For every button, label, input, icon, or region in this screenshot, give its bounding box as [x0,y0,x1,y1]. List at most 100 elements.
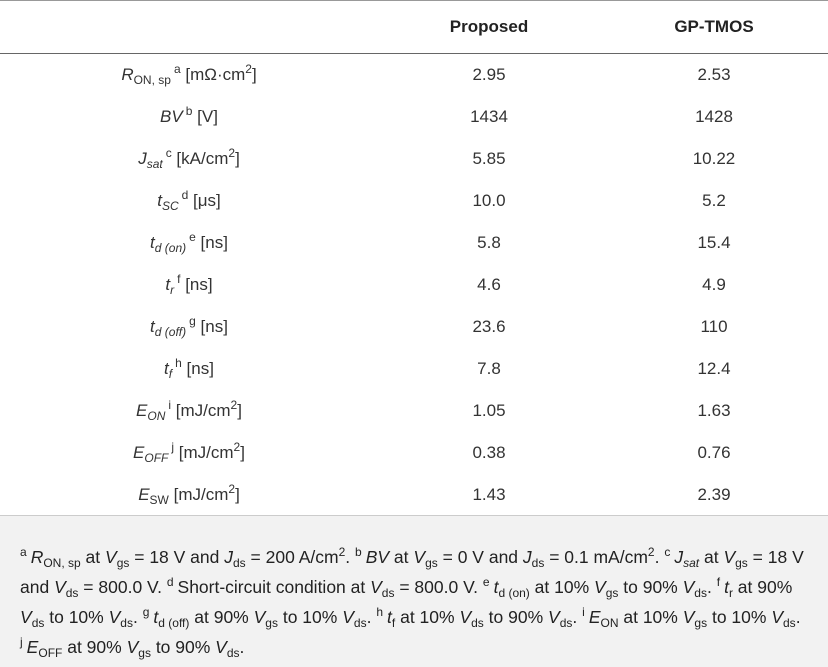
cell: 1.63 [697,401,731,420]
text: [mΩ·cm [180,65,246,84]
header-cell: GP-TMOS [600,1,828,54]
subscript: ON [147,409,166,423]
symbol: V [253,607,266,627]
subscript: gs [138,646,151,660]
text: . [572,607,583,627]
cell: 10.0 [472,191,506,210]
text: = 0 V and [437,547,523,567]
text: = 800.0 V. [394,577,483,597]
table-row: tSCd [μs] 10.0 5.2 [0,180,828,222]
subscript: ds [559,616,573,630]
symbol: E [26,637,39,657]
subscript: ds [233,556,246,570]
subscript: gs [116,556,130,570]
symbol: E [133,443,145,462]
subscript: ds [694,586,707,600]
symbol: t [150,233,155,252]
note-mark: j [20,635,23,649]
symbol: V [548,607,560,627]
note-mark: h [175,356,182,370]
symbol: BV [160,107,183,126]
subscript: r [170,283,175,297]
subscript: ds [531,556,545,570]
exponent: 2 [230,398,238,412]
text: [mJ/cm [168,485,229,504]
text: ] [235,485,240,504]
symbol: V [20,607,32,627]
row-label: Jsatc [kA/cm2] [0,138,378,180]
text: at 10% [529,577,595,597]
row-label: trf [ns] [0,264,378,306]
note-mark: b [185,104,193,118]
table-row: Jsatc [kA/cm2] 5.85 10.22 [0,138,828,180]
table-row: tfh [ns] 7.8 12.4 [0,348,828,390]
symbol: V [594,577,606,597]
symbol: V [342,607,354,627]
subscript: ON [600,616,619,630]
table-row: EOFFj [mJ/cm2] 0.38 0.76 [0,432,828,474]
cell: 10.22 [692,149,736,168]
subscript: gs [425,556,438,570]
subscript: ds [353,616,367,630]
table-row: EONi [mJ/cm2] 1.05 1.63 [0,390,828,432]
table-row: ESW [mJ/cm2] 1.43 2.39 [0,474,828,516]
note-mark: e [189,230,196,244]
text: at [389,547,414,567]
text: [ns] [181,359,214,378]
cell: 0.76 [697,443,731,462]
symbol: V [105,547,117,567]
note-mark: f [716,575,721,589]
exponent: 2 [245,62,252,76]
note-mark: b [355,545,362,559]
text: . [706,577,717,597]
exponent: 2 [228,482,236,496]
subscript: ds [381,586,395,600]
symbol: J [138,149,147,168]
text: [ns] [195,317,228,336]
symbol: V [370,577,382,597]
note-mark: h [376,605,383,619]
note-mark: g [142,605,150,619]
subscript: d (off) [158,616,190,630]
text: ] [237,401,242,420]
note-mark: d [181,188,189,202]
symbol: V [682,577,695,597]
note-mark: j [171,440,175,454]
text: . [239,637,245,657]
exponent: 2 [228,146,236,160]
table-row: td (on)e [ns] 5.8 15.4 [0,222,828,264]
note-mark: i [582,605,585,619]
cell: 1.05 [472,401,506,420]
text: Short-circuit condition at [177,577,371,597]
text: [μs] [188,191,221,210]
cell: 15.4 [697,233,731,252]
row-label: EONi [mJ/cm2] [0,390,378,432]
symbol: t [150,317,155,336]
note-mark: d [166,575,174,589]
row-label: tSCd [μs] [0,180,378,222]
symbol: V [215,637,227,657]
text: . [795,607,801,627]
header-cell: Proposed [378,1,600,54]
subscript: ON, sp [43,556,81,570]
header-row: Proposed GP-TMOS [0,1,828,54]
symbol: V [723,547,736,567]
cell: 110 [700,317,728,336]
cell: 12.4 [697,359,731,378]
table-row: RON, spa [mΩ·cm2] 2.95 2.53 [0,54,828,97]
note-mark: a [20,545,27,559]
text: [mJ/cm [171,401,231,420]
text: ] [235,149,240,168]
subscript: ds [65,586,79,600]
text: [kA/cm [171,149,229,168]
note-mark: a [173,62,181,76]
subscript: ON, sp [133,73,171,87]
symbol: t [157,191,162,210]
text: at 90% [732,577,793,597]
subscript: r [728,586,733,600]
cell: 2.39 [697,485,731,504]
text: at 10% [618,607,683,627]
symbol: E [588,607,601,627]
symbol: V [682,607,695,627]
